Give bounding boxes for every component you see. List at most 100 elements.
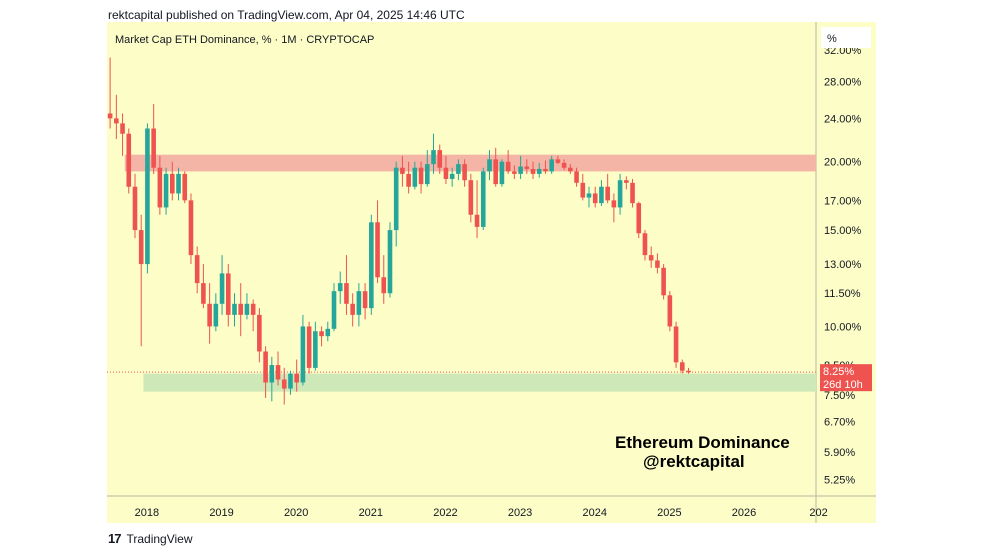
candle-body — [281, 379, 287, 389]
candle-body — [194, 255, 200, 284]
candle-body — [288, 373, 293, 389]
x-tick-label: 2023 — [508, 507, 532, 519]
candle-body — [362, 291, 368, 309]
candle-body — [499, 161, 505, 185]
eth-dominance-chart[interactable]: 32.00%28.00%24.00%20.00%17.00%15.00%13.0… — [107, 22, 876, 523]
candle-body — [120, 123, 125, 134]
y-tick-label: 6.70% — [824, 417, 855, 429]
candle-body — [294, 373, 299, 383]
price-axis-background — [816, 22, 876, 496]
candle-body — [536, 168, 542, 174]
candle-body — [263, 351, 268, 383]
y-tick-label: 28.00% — [824, 77, 862, 89]
candle-body — [250, 303, 256, 315]
candle-body — [400, 167, 405, 174]
candle-body — [456, 164, 461, 174]
candle-body — [188, 200, 194, 256]
candle-body — [493, 159, 499, 185]
footer-brand: 17 TradingView — [108, 531, 193, 546]
candle-body — [213, 303, 219, 327]
candle-body — [182, 173, 188, 201]
candle-body — [636, 203, 642, 234]
tradingview-brand: TradingView — [126, 531, 193, 546]
support-zone — [143, 373, 817, 392]
candle-body — [225, 273, 231, 315]
time-axis-background — [107, 496, 876, 523]
candle-body — [319, 331, 324, 337]
candle-body — [412, 167, 418, 187]
resistance-zone — [124, 154, 816, 172]
x-tick-label: 2024 — [582, 507, 606, 519]
x-tick-label: 2018 — [135, 507, 159, 519]
candle-body — [387, 230, 393, 294]
candle-body — [561, 162, 567, 168]
candle-body — [518, 166, 523, 174]
candle-body — [568, 167, 573, 172]
candle-body — [132, 186, 138, 231]
candle-body — [630, 182, 635, 204]
candle-body — [648, 255, 654, 261]
y-tick-label: 13.00% — [824, 259, 862, 271]
annotation-line-1: Ethereum Dominance — [615, 433, 790, 452]
candle-body — [232, 303, 237, 315]
y-tick-label: 24.00% — [824, 113, 862, 125]
candle-body — [244, 303, 250, 315]
y-tick-label: 7.50% — [824, 390, 855, 402]
candle-body — [325, 328, 331, 337]
candle-body — [686, 370, 691, 373]
candle-body — [170, 173, 175, 194]
candle-body — [157, 167, 163, 208]
plot-background — [107, 22, 816, 496]
candle-body — [586, 193, 592, 198]
candle-body — [624, 180, 629, 183]
candle-body — [344, 283, 349, 304]
candle-body — [257, 314, 262, 352]
candle-body — [530, 168, 536, 174]
candle-body — [331, 291, 337, 329]
candle-body — [679, 362, 685, 371]
candle-body — [406, 173, 411, 187]
y-tick-label: 17.00% — [824, 195, 862, 207]
candle-body — [313, 331, 318, 368]
candle-body — [574, 171, 579, 183]
candle-body — [163, 173, 169, 208]
candle-body — [443, 167, 449, 179]
x-tick-label: 2025 — [657, 507, 681, 519]
candle-body — [667, 295, 673, 327]
candle-body — [487, 159, 492, 172]
candle-body — [337, 283, 343, 292]
candle-body — [599, 186, 604, 204]
candle-body — [449, 173, 455, 179]
price-scale-unit: % — [827, 33, 837, 45]
x-tick-label: 2026 — [732, 507, 756, 519]
candle-body — [673, 326, 679, 363]
candle-body — [145, 128, 150, 265]
candle-body — [424, 164, 430, 185]
candle-body — [505, 161, 511, 172]
x-tick-label: 2021 — [359, 507, 383, 519]
countdown-label: 26d 10h — [823, 379, 863, 391]
candle-body — [300, 326, 306, 383]
price-scale-unit-box[interactable] — [821, 27, 871, 48]
candle-body — [269, 365, 275, 383]
candle-body — [151, 128, 156, 168]
candle-body — [655, 260, 660, 268]
x-tick-label: 2020 — [284, 507, 308, 519]
y-tick-label: 10.00% — [824, 321, 862, 333]
candle-body — [107, 113, 113, 119]
chart-container[interactable]: 32.00% 28.00% 24.00% 20.00% 17.00% 15.00% 13.0… — [107, 22, 876, 523]
candle-body — [555, 159, 561, 163]
candle-body — [474, 214, 480, 227]
y-tick-label: 5.25% — [824, 475, 855, 487]
x-tick-label: 202 — [809, 507, 827, 519]
y-tick-label: 5.90% — [824, 447, 855, 459]
candle-body — [375, 222, 380, 278]
candle-body — [605, 186, 610, 201]
candle-body — [480, 171, 486, 227]
candle-body — [275, 365, 281, 380]
candle-body — [126, 133, 132, 187]
tradingview-logo-icon: 17 — [108, 531, 122, 546]
candle-body — [524, 166, 530, 169]
candle-body — [549, 159, 554, 172]
candle-body — [617, 180, 623, 208]
